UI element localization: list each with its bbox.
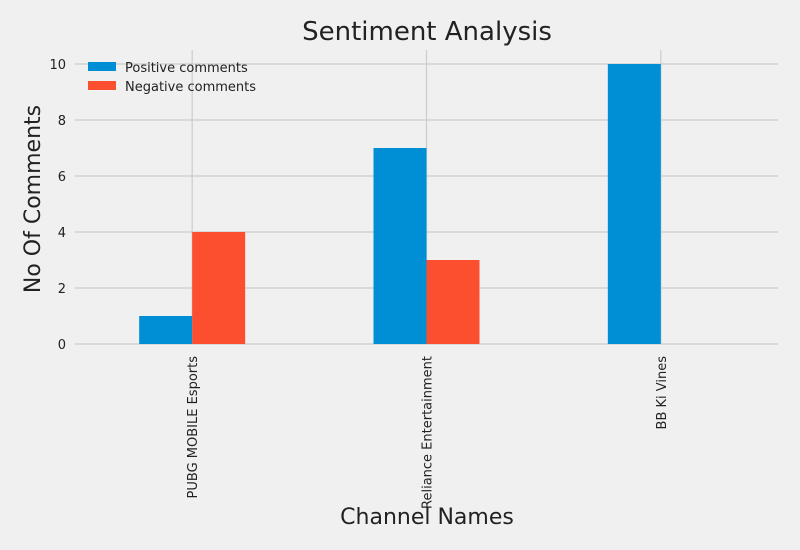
legend-swatch-negative [88, 81, 116, 90]
x-tick-label: BB Ki Vines [655, 356, 670, 430]
x-tick-label: Reliance Entertainment [421, 356, 436, 509]
legend: Positive comments Negative comments [88, 61, 256, 95]
y-tick-labels: 0 2 4 6 8 10 [49, 58, 66, 353]
y-tick-label: 0 [58, 338, 66, 353]
x-axis-label: Channel Names [340, 505, 514, 530]
y-tick-label: 2 [58, 282, 66, 297]
bars [139, 64, 661, 344]
bar-positive [139, 316, 193, 344]
bar-negative [426, 260, 480, 344]
x-tick-labels: PUBG MOBILE Esports Reliance Entertainmen… [186, 356, 670, 509]
bar-positive [607, 64, 661, 344]
chart-title: Sentiment Analysis [302, 17, 552, 47]
legend-swatch-positive [88, 62, 116, 71]
y-tick-label: 10 [49, 58, 66, 73]
y-tick-label: 4 [58, 226, 66, 241]
y-tick-label: 6 [58, 170, 66, 185]
y-axis-label: No Of Comments [21, 105, 46, 293]
x-tick-label: PUBG MOBILE Esports [186, 356, 201, 499]
legend-label-positive: Positive comments [125, 61, 248, 76]
bar-positive [373, 148, 427, 344]
bar-negative [192, 232, 246, 344]
legend-label-negative: Negative comments [125, 80, 256, 95]
y-tick-label: 8 [58, 114, 66, 129]
